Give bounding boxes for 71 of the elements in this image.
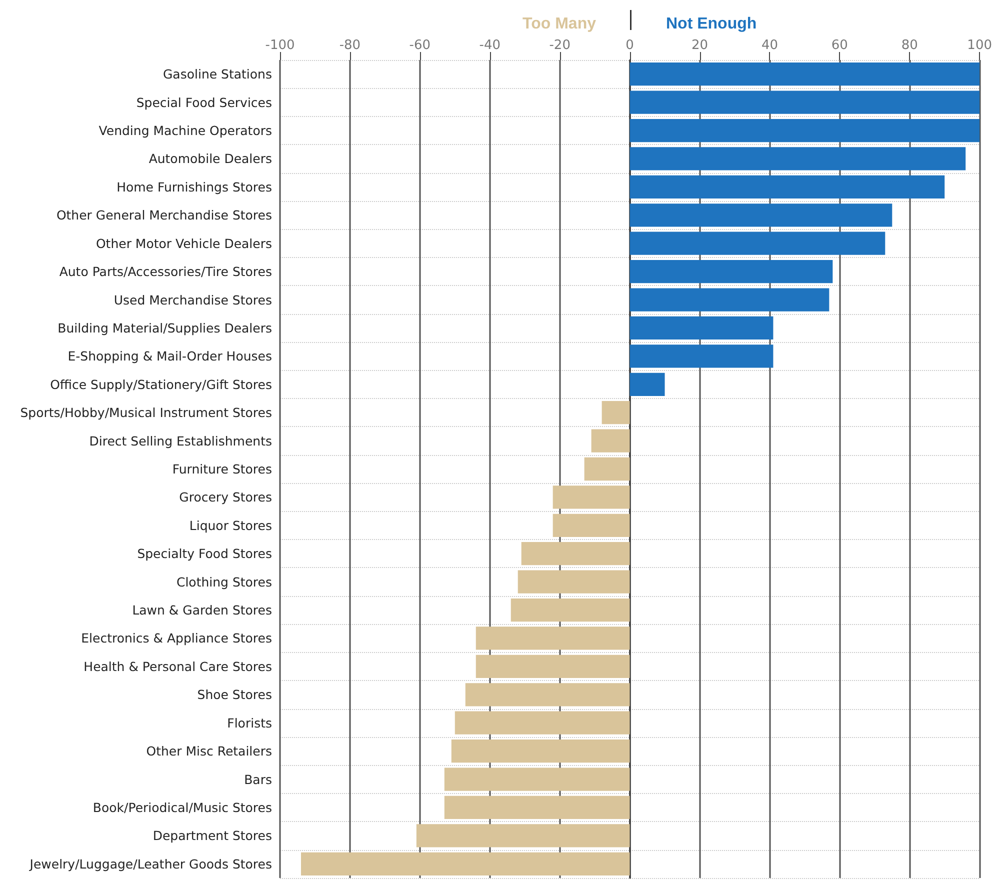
bar xyxy=(630,232,886,255)
x-tick-label: -20 xyxy=(549,38,570,53)
y-tick-label: Jewelry/Luggage/Leather Goods Stores xyxy=(28,856,272,872)
x-tick-label: -100 xyxy=(265,38,295,53)
text: Too Many xyxy=(522,16,596,32)
bar xyxy=(454,711,630,734)
bar xyxy=(451,740,630,763)
y-tick-label: E-Shopping & Mail-Order Houses xyxy=(68,348,272,364)
y-tick-label: Health & Personal Care Stores xyxy=(84,658,272,674)
y-tick-label: Auto Parts/Accessories/Tire Stores xyxy=(59,264,272,280)
bar xyxy=(630,316,774,340)
bar xyxy=(552,486,630,509)
bar xyxy=(591,429,630,452)
y-tick-label: Specialty Food Stores xyxy=(137,546,272,562)
y-tick-label: Sports/Hobby/Musical Instrument Stores xyxy=(20,405,272,420)
bar xyxy=(630,344,774,368)
y-tick-label: Vending Machine Operators xyxy=(98,123,272,138)
bar xyxy=(630,147,966,170)
y-tick-label: Shoe Stores xyxy=(197,687,272,702)
bar xyxy=(630,260,833,284)
series-label: Not Enough xyxy=(666,16,757,32)
x-tick-label: 80 xyxy=(901,38,918,53)
x-tick-label: -40 xyxy=(479,38,500,53)
bar xyxy=(630,288,830,312)
bar xyxy=(476,654,630,678)
x-tick-label: -60 xyxy=(409,38,431,53)
x-tick-label: 100 xyxy=(967,38,992,53)
y-tick-label: Grocery Stores xyxy=(179,490,272,505)
x-tick-label: 40 xyxy=(761,38,778,53)
y-tick-label: Furniture Stores xyxy=(172,462,272,476)
y-tick-label: Other Misc Retailers xyxy=(146,744,272,759)
y-tick-label: Office Supply/Stationery/Gift Stores xyxy=(50,376,272,392)
y-tick-label: Home Furnishings Stores xyxy=(116,179,272,194)
y-tick-label: Other General Merchandise Stores xyxy=(56,208,272,223)
bar xyxy=(630,372,665,396)
y-tick-label: Automobile Dealers xyxy=(148,151,272,166)
bar xyxy=(476,626,630,650)
bar xyxy=(416,824,630,848)
y-tick-label: Book/Periodical/Music Stores xyxy=(92,800,272,815)
y-tick-label: Gasoline Stations xyxy=(163,66,272,82)
bar xyxy=(630,62,980,86)
y-tick-label: Building Material/Supplies Dealers xyxy=(58,320,272,336)
y-tick-label: Bars xyxy=(244,772,272,787)
y-tick-label: Liquor Stores xyxy=(189,518,272,533)
x-tick-label: 60 xyxy=(831,38,848,53)
bar xyxy=(465,683,630,706)
x-tick-label: 0 xyxy=(626,38,634,53)
bar xyxy=(444,768,630,791)
y-tick-label: Special Food Services xyxy=(136,94,272,110)
y-tick-label: Clothing Stores xyxy=(176,574,272,590)
y-tick-label: Other Motor Vehicle Dealers xyxy=(96,236,272,251)
y-tick-label: Lawn & Garden Stores xyxy=(132,602,272,618)
bar xyxy=(630,204,892,227)
y-tick-label: Electronics & Appliance Stores xyxy=(81,630,272,646)
bar xyxy=(444,796,630,820)
y-tick-label: Direct Selling Establishments xyxy=(89,433,272,448)
bar xyxy=(630,90,980,114)
bar xyxy=(300,852,630,876)
y-tick-label: Used Merchandise Stores xyxy=(114,292,272,308)
y-tick-label: Florists xyxy=(227,715,272,730)
bar xyxy=(518,570,630,594)
bar xyxy=(630,175,945,198)
y-tick-label: Department Stores xyxy=(152,828,272,844)
bar xyxy=(630,118,980,142)
bar xyxy=(521,542,630,566)
bar xyxy=(602,401,630,424)
bar xyxy=(584,457,630,481)
x-tick-label: 20 xyxy=(691,38,708,53)
bar xyxy=(510,598,630,622)
bar xyxy=(552,514,630,537)
x-tick-label: -80 xyxy=(339,38,361,53)
